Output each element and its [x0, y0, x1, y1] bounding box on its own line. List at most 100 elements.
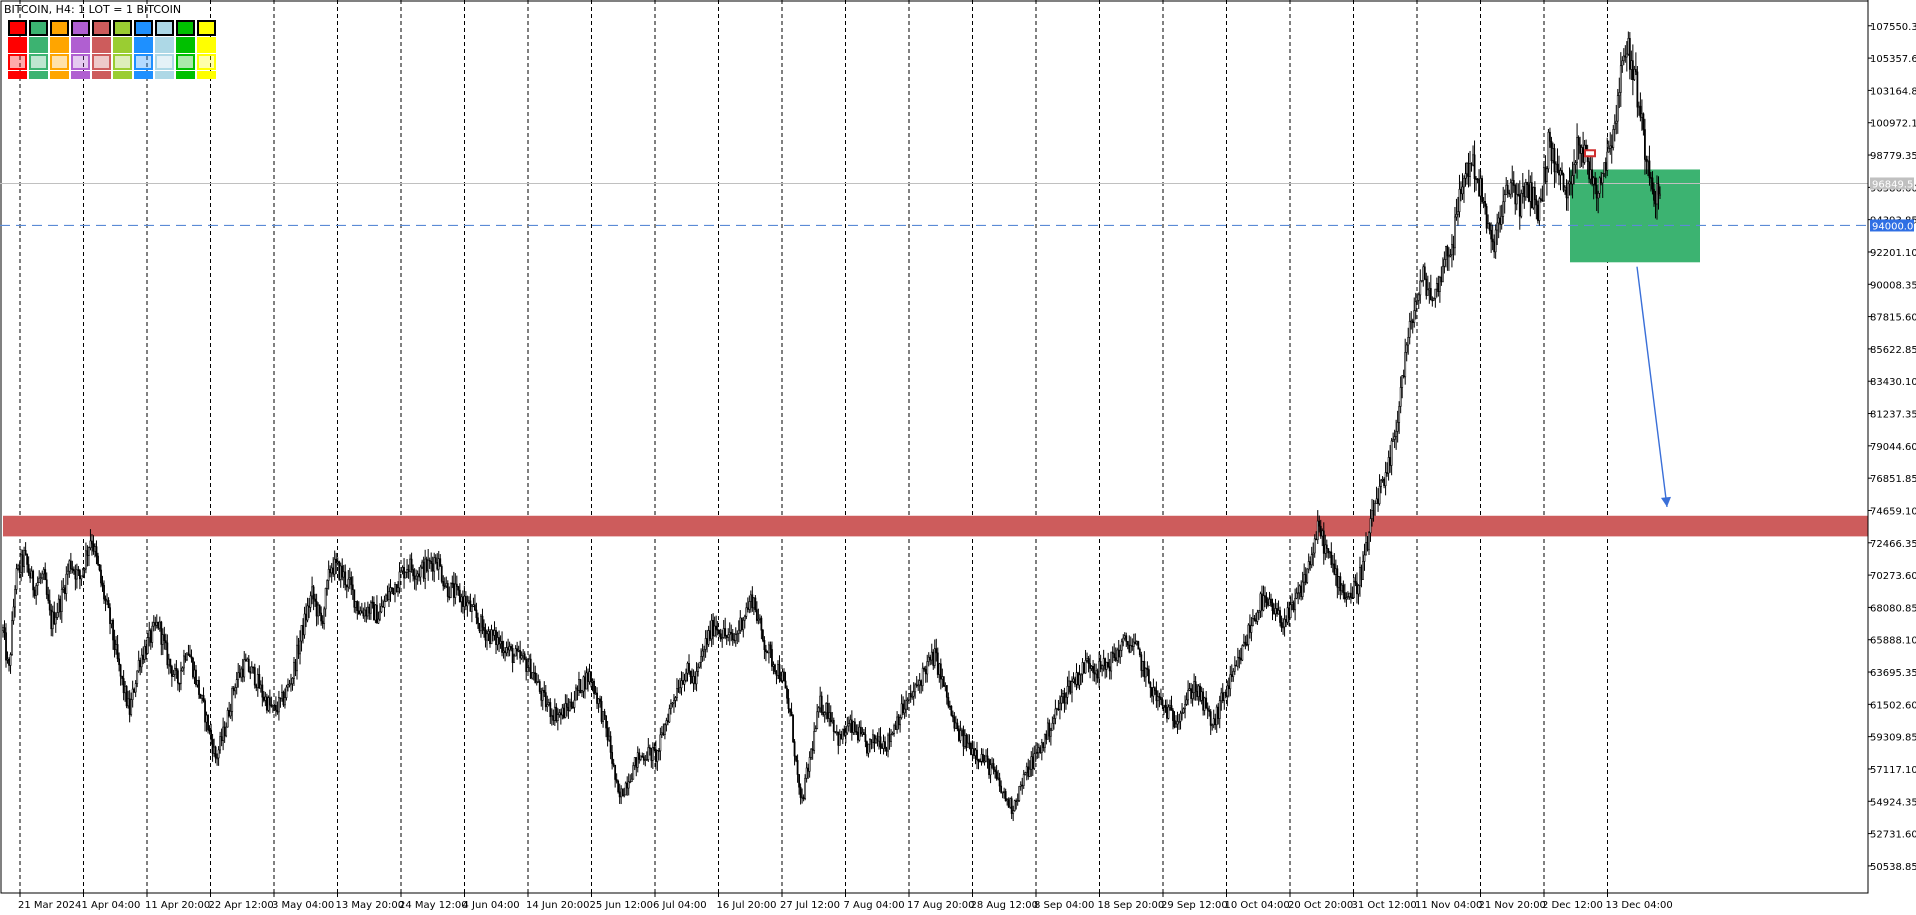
- color-swatch[interactable]: [92, 37, 111, 53]
- candle-body: [1298, 585, 1301, 594]
- color-swatch[interactable]: [197, 20, 216, 36]
- color-swatch[interactable]: [29, 37, 48, 53]
- color-swatch[interactable]: [50, 71, 69, 79]
- color-swatch[interactable]: [113, 20, 132, 36]
- candle-body: [306, 605, 309, 621]
- color-swatch[interactable]: [92, 20, 111, 36]
- candle-body: [1282, 626, 1284, 629]
- color-swatch[interactable]: [50, 37, 69, 53]
- candle-body: [1051, 722, 1054, 731]
- color-swatch[interactable]: [8, 54, 27, 70]
- target-arrow-line[interactable]: [1636, 266, 1668, 508]
- candle-body: [894, 725, 897, 730]
- candle-body: [333, 558, 336, 575]
- candle-body: [861, 732, 864, 735]
- color-swatch[interactable]: [50, 54, 69, 70]
- color-swatch[interactable]: [155, 54, 174, 70]
- candle-body: [472, 604, 475, 607]
- candle-body: [1078, 674, 1081, 686]
- candle-body: [314, 598, 317, 602]
- candle-body: [1374, 503, 1376, 516]
- candle-body: [992, 763, 995, 771]
- price-axis[interactable]: 107550.35 105357.60 103164.85 100972.10 9877…: [1867, 0, 1916, 893]
- candle-body: [752, 597, 755, 609]
- color-swatch[interactable]: [113, 71, 132, 79]
- color-swatch[interactable]: [113, 54, 132, 70]
- color-swatch[interactable]: [176, 54, 195, 70]
- color-swatch[interactable]: [134, 37, 153, 53]
- x-tick-label: 8 Sep 04:00: [1034, 900, 1094, 911]
- red-marker[interactable]: [1584, 149, 1596, 158]
- candle-body: [294, 661, 297, 672]
- candle-body: [385, 594, 387, 602]
- candle-body: [534, 672, 537, 683]
- candle-body: [1046, 722, 1049, 740]
- candle-body: [611, 752, 614, 764]
- color-swatch[interactable]: [176, 37, 195, 53]
- candle-body: [1369, 518, 1372, 534]
- candle-body: [538, 681, 541, 692]
- candle-body: [293, 661, 295, 679]
- color-swatch[interactable]: [71, 20, 90, 36]
- color-swatch[interactable]: [8, 37, 27, 53]
- color-swatch[interactable]: [197, 37, 216, 53]
- candle-body: [1508, 192, 1511, 195]
- candles-layer: [2, 31, 1661, 822]
- color-swatch[interactable]: [29, 20, 48, 36]
- candle-body: [1592, 177, 1595, 185]
- candle-body: [348, 577, 351, 580]
- candle-body: [758, 617, 761, 620]
- support-zone[interactable]: [3, 515, 1868, 537]
- candle-body: [75, 569, 78, 580]
- candle-body: [1202, 691, 1205, 711]
- candle-body: [1125, 635, 1128, 642]
- candle-body: [133, 688, 136, 693]
- color-swatch[interactable]: [92, 71, 111, 79]
- candle-body: [677, 688, 680, 693]
- color-swatch[interactable]: [8, 20, 27, 36]
- candle-body: [1527, 184, 1530, 202]
- color-swatch[interactable]: [29, 54, 48, 70]
- color-swatch[interactable]: [197, 71, 216, 79]
- color-swatch[interactable]: [50, 20, 69, 36]
- color-swatch[interactable]: [155, 20, 174, 36]
- color-swatch[interactable]: [92, 54, 111, 70]
- x-tick-label: 28 Aug 12:00: [971, 900, 1038, 911]
- candle-body: [1488, 223, 1491, 231]
- candle-body: [175, 667, 178, 671]
- color-swatch[interactable]: [155, 37, 174, 53]
- candle-body: [1396, 422, 1399, 432]
- candle-body: [1445, 246, 1447, 260]
- color-swatch[interactable]: [134, 71, 153, 79]
- candle-body: [489, 630, 491, 645]
- candle-body: [1365, 542, 1367, 556]
- color-swatch[interactable]: [176, 71, 195, 79]
- color-swatch[interactable]: [29, 71, 48, 79]
- candle-body: [1019, 784, 1022, 787]
- candle-body: [953, 716, 956, 729]
- candle-body: [72, 569, 75, 572]
- color-swatch[interactable]: [197, 54, 216, 70]
- color-swatch[interactable]: [134, 54, 153, 70]
- candle-body: [1200, 691, 1203, 701]
- color-swatch[interactable]: [155, 71, 174, 79]
- color-swatch[interactable]: [71, 37, 90, 53]
- x-tick-label: 27 Jul 12:00: [780, 900, 840, 911]
- candle-body: [594, 692, 597, 695]
- candle-body: [682, 680, 684, 685]
- color-palette-panel[interactable]: [8, 20, 222, 86]
- color-swatch[interactable]: [8, 71, 27, 79]
- color-swatch[interactable]: [113, 37, 132, 53]
- color-swatch[interactable]: [71, 71, 90, 79]
- color-swatch[interactable]: [176, 20, 195, 36]
- color-swatch[interactable]: [71, 54, 90, 70]
- candle-body: [50, 609, 53, 630]
- candle-body: [980, 754, 983, 762]
- candle-body: [1535, 199, 1538, 206]
- candle-body: [954, 722, 957, 729]
- color-swatch[interactable]: [134, 20, 153, 36]
- candle-body: [1141, 661, 1144, 671]
